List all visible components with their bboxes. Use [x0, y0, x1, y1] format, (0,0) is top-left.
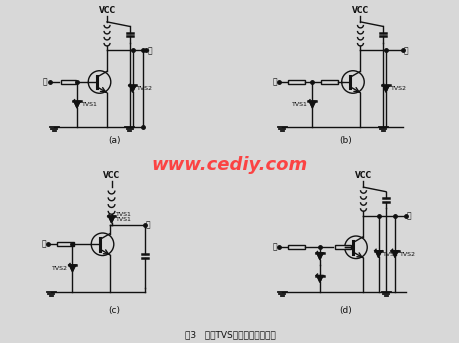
Text: 出: 出 — [403, 46, 408, 55]
Text: 入: 入 — [43, 78, 48, 86]
Polygon shape — [108, 216, 114, 223]
Text: 出: 出 — [147, 46, 152, 55]
Text: 出: 出 — [146, 220, 151, 229]
Polygon shape — [69, 265, 75, 272]
Text: TVS1: TVS1 — [291, 102, 307, 107]
Text: TVS2: TVS2 — [390, 86, 406, 91]
Polygon shape — [316, 253, 322, 260]
Bar — [57, 242, 74, 246]
Polygon shape — [375, 251, 381, 257]
Polygon shape — [129, 85, 135, 92]
Text: TVS1: TVS1 — [116, 212, 132, 217]
Text: TVS2: TVS2 — [137, 86, 153, 91]
Text: 入: 入 — [272, 78, 276, 86]
Text: VCC: VCC — [351, 6, 368, 15]
Text: VCC: VCC — [103, 172, 120, 180]
Text: TVS2: TVS2 — [399, 251, 415, 257]
Text: (b): (b) — [338, 136, 351, 145]
Bar — [288, 245, 304, 249]
Polygon shape — [74, 101, 80, 108]
Text: TVS1: TVS1 — [382, 251, 398, 257]
Text: (d): (d) — [338, 306, 351, 315]
Text: 图3   基于TVS的晶体管保护电路: 图3 基于TVS的晶体管保护电路 — [184, 331, 275, 340]
Bar — [61, 80, 76, 84]
Text: TVS2: TVS2 — [51, 266, 67, 271]
Text: www.cediy.com: www.cediy.com — [151, 156, 308, 174]
Polygon shape — [316, 275, 322, 282]
Text: 入: 入 — [272, 243, 276, 252]
Text: VCC: VCC — [354, 172, 371, 180]
Text: TVS1: TVS1 — [116, 217, 132, 222]
Bar — [334, 245, 351, 249]
Text: (a): (a) — [108, 136, 121, 145]
Polygon shape — [382, 85, 388, 92]
Text: 入: 入 — [41, 240, 46, 249]
Text: 出: 出 — [406, 211, 411, 220]
Bar — [288, 80, 304, 84]
Text: (c): (c) — [108, 306, 120, 315]
Bar — [321, 80, 337, 84]
Text: VCC: VCC — [98, 6, 115, 15]
Text: TVS1: TVS1 — [82, 102, 97, 107]
Polygon shape — [309, 101, 315, 108]
Polygon shape — [391, 251, 397, 257]
